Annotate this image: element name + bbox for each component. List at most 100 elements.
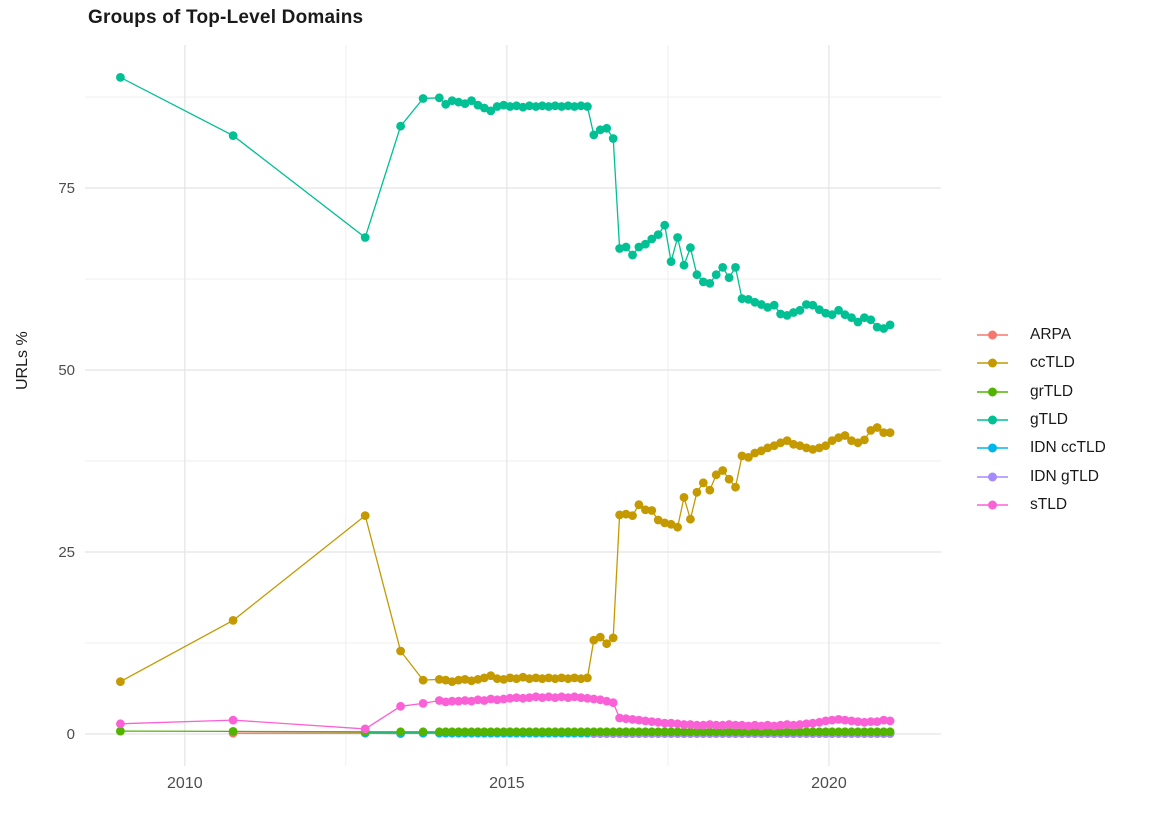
series-point-stld xyxy=(653,717,663,727)
series-point-grtld xyxy=(795,727,805,737)
series-point-gtld xyxy=(718,263,728,272)
legend-key-icon xyxy=(977,358,1008,368)
series-point-stld xyxy=(550,693,560,702)
series-point-grtld xyxy=(525,727,534,737)
series-point-grtld xyxy=(615,727,624,737)
series-point-stld xyxy=(447,696,457,706)
series-point-grtld xyxy=(789,727,798,737)
legend-label: ccTLD xyxy=(1030,354,1075,372)
series-point-stld xyxy=(866,717,876,726)
series-point-cctld xyxy=(641,505,650,515)
series-point-grtld xyxy=(821,727,831,737)
series-point-stld xyxy=(860,717,869,727)
series-point-stld xyxy=(737,720,747,730)
series-point-cctld xyxy=(615,510,624,520)
series-point-gtld xyxy=(396,121,405,131)
legend-label: ARPA xyxy=(1030,326,1072,344)
series-point-cctld xyxy=(525,674,534,684)
series-point-stld xyxy=(576,693,586,702)
legend-label: IDN gTLD xyxy=(1030,467,1099,485)
series-point-gtld xyxy=(853,317,863,327)
series-point-grtld xyxy=(731,727,740,737)
series-point-grtld xyxy=(698,727,708,737)
series-point-gtld xyxy=(679,260,689,270)
series-point-stld xyxy=(660,718,670,728)
series-point-stld xyxy=(563,693,573,702)
series-point-gtld xyxy=(621,242,631,252)
legend-label: gTLD xyxy=(1030,411,1068,429)
legend-item-arpa: ARPA xyxy=(976,321,1106,349)
series-point-stld xyxy=(589,694,599,704)
series-point-grtld xyxy=(447,727,457,737)
series-point-grtld xyxy=(776,727,785,737)
series-point-grtld xyxy=(621,727,631,737)
series-point-grtld xyxy=(492,727,502,737)
series-point-gtld xyxy=(467,96,476,106)
x-tick-label: 2015 xyxy=(489,775,525,792)
legend-label: IDN ccTLD xyxy=(1030,439,1106,457)
series-point-cctld xyxy=(557,673,566,683)
series-point-gtld xyxy=(666,257,676,266)
legend-item-idn-cctld: IDN ccTLD xyxy=(976,434,1106,462)
series-point-grtld xyxy=(872,727,882,737)
series-point-cctld xyxy=(602,639,612,649)
series-point-cctld xyxy=(583,673,592,683)
series-point-grtld xyxy=(737,727,747,737)
y-tick-label: 0 xyxy=(67,726,75,743)
series-point-grtld xyxy=(847,727,856,737)
series-point-grtld xyxy=(653,727,663,737)
series-point-gtld xyxy=(814,305,824,314)
series-point-stld xyxy=(718,720,728,730)
series-point-gtld xyxy=(583,102,592,111)
series-point-grtld xyxy=(724,727,734,737)
series-point-grtld xyxy=(885,727,895,737)
series-point-gtld xyxy=(731,263,740,272)
legend-key-icon xyxy=(977,415,1008,425)
series-point-stld xyxy=(698,720,708,730)
series-point-grtld xyxy=(686,727,695,737)
series-point-stld xyxy=(711,720,721,730)
series-point-gtld xyxy=(834,305,843,315)
series-point-gtld xyxy=(795,305,805,315)
series-point-grtld xyxy=(860,727,869,737)
series-point-grtld xyxy=(718,727,728,737)
series-point-stld xyxy=(531,692,541,702)
series-point-stld xyxy=(879,715,889,725)
series-point-cctld xyxy=(537,674,547,684)
series-point-cctld xyxy=(544,673,554,683)
series-point-gtld xyxy=(576,101,586,111)
series-point-gtld xyxy=(628,250,637,260)
series-point-stld xyxy=(608,698,618,708)
series-point-cctld xyxy=(673,522,682,532)
series-point-cctld xyxy=(570,673,579,683)
series-point-stld xyxy=(840,715,850,725)
series-point-gtld xyxy=(505,102,515,111)
series-point-grtld xyxy=(711,727,721,737)
series-point-gtld xyxy=(589,130,599,140)
series-point-grtld xyxy=(537,727,547,737)
series-point-gtld xyxy=(641,239,650,249)
series-point-cctld xyxy=(731,482,740,492)
series-point-cctld xyxy=(228,616,238,625)
series-point-stld xyxy=(492,695,502,705)
series-point-stld xyxy=(570,692,579,702)
series-point-gtld xyxy=(724,273,734,282)
legend-item-stld: sTLD xyxy=(976,491,1106,519)
series-point-grtld xyxy=(473,727,483,737)
series-point-cctld xyxy=(679,493,689,502)
series-point-cctld xyxy=(396,646,405,656)
series-point-grtld xyxy=(866,727,876,737)
series-point-grtld xyxy=(228,727,238,736)
series-point-grtld xyxy=(499,727,509,737)
series-point-gtld xyxy=(563,101,573,111)
series-point-cctld xyxy=(634,500,644,510)
series-point-cctld xyxy=(628,511,637,520)
series-point-cctld xyxy=(563,674,573,684)
series-point-gtld xyxy=(647,234,657,244)
series-point-stld xyxy=(731,720,740,730)
series-point-gtld xyxy=(711,270,721,280)
series-point-grtld xyxy=(460,727,470,737)
series-point-stld xyxy=(621,714,631,724)
series-point-gtld xyxy=(808,300,818,310)
series-point-cctld xyxy=(454,675,463,685)
